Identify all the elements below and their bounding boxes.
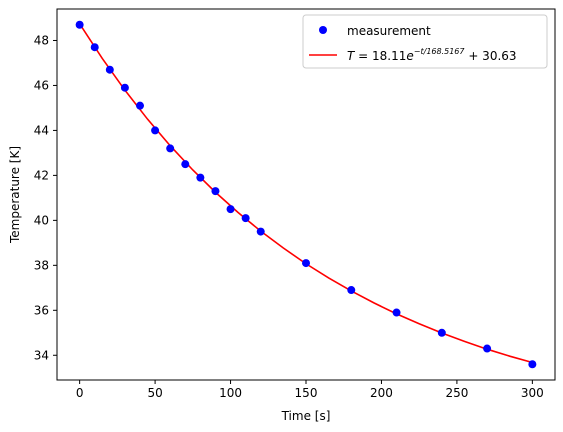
- x-tick-label: 150: [295, 386, 318, 400]
- legend-label-fit: T = 18.11e−t/168.5167 + 30.63: [347, 47, 517, 63]
- x-tick-label: 200: [370, 386, 393, 400]
- fit-line: [78, 23, 533, 364]
- measurement-point: [483, 344, 492, 353]
- legend-fit-offset: + 30.63: [465, 49, 517, 63]
- measurement-point: [151, 126, 160, 135]
- legend-fit-exponent: −t/168.5167: [414, 47, 466, 56]
- measurement-point: [196, 173, 205, 182]
- measurement-point: [241, 214, 250, 223]
- measurement-point: [211, 187, 220, 196]
- measurement-point: [120, 83, 129, 92]
- legend-marker-measurement: [319, 26, 327, 34]
- x-tick-label: 250: [445, 386, 468, 400]
- y-tick-label: 44: [34, 123, 49, 137]
- measurement-point: [437, 328, 446, 337]
- x-tick-label: 50: [147, 386, 162, 400]
- measurement-point: [392, 308, 401, 317]
- measurement-point: [75, 20, 84, 29]
- y-axis-label: Temperature [K]: [8, 146, 22, 244]
- y-tick-label: 46: [34, 78, 49, 92]
- measurement-point: [90, 43, 99, 52]
- measurement-point: [347, 286, 356, 295]
- y-tick-label: 40: [34, 213, 49, 227]
- measurement-point: [136, 101, 144, 110]
- measurement-point: [181, 160, 190, 169]
- legend-fit-T: T: [347, 49, 356, 63]
- x-axis-label: Time [s]: [281, 409, 331, 423]
- y-tick-label: 38: [34, 258, 49, 272]
- legend-label-measurement: measurement: [347, 24, 431, 38]
- y-tick-label: 34: [34, 348, 49, 362]
- plot-area: [75, 20, 537, 369]
- axes: 0 50 100 150 200 250 300 34 36 38 40 42 44 46 48 Time […: [8, 8, 556, 423]
- legend: measurement T = 18.11e−t/168.5167 + 30.6…: [302, 14, 548, 69]
- measurement-point: [302, 259, 310, 268]
- x-tick-label: 0: [76, 386, 84, 400]
- measurement-point: [105, 65, 114, 74]
- measurement-point: [528, 360, 537, 369]
- legend-fit-e: e: [406, 49, 413, 63]
- x-tick-label: 300: [521, 386, 544, 400]
- legend-box: [302, 14, 548, 69]
- measurement-point: [166, 144, 175, 153]
- legend-fit-eq: = 18.11: [354, 49, 406, 63]
- measurement-point: [226, 205, 235, 214]
- measurement-point: [256, 227, 265, 236]
- x-tick-label: 100: [219, 386, 242, 400]
- y-tick-label: 48: [34, 33, 49, 47]
- y-tick-label: 36: [34, 303, 49, 317]
- y-tick-label: 42: [34, 168, 49, 182]
